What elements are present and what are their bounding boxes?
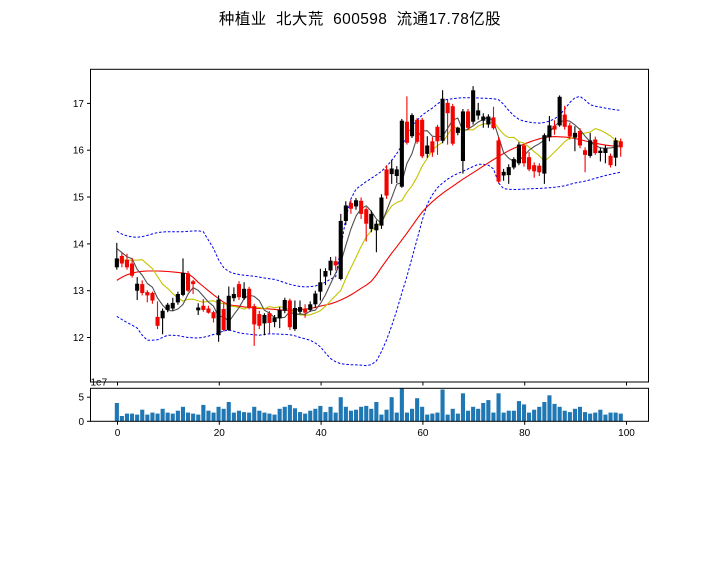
svg-text:0: 0 <box>78 417 84 428</box>
svg-text:100: 100 <box>618 428 635 439</box>
svg-text:1e7: 1e7 <box>91 378 108 389</box>
svg-text:40: 40 <box>316 428 328 439</box>
svg-text:12: 12 <box>73 333 85 344</box>
svg-text:80: 80 <box>519 428 531 439</box>
svg-text:14: 14 <box>73 239 85 250</box>
svg-text:种植业 北大荒 600598 流通17.78亿股: 种植业 北大荒 600598 流通17.78亿股 <box>219 10 501 28</box>
svg-text:15: 15 <box>73 193 85 204</box>
svg-text:60: 60 <box>417 428 429 439</box>
svg-text:20: 20 <box>214 428 226 439</box>
svg-text:16: 16 <box>73 146 85 157</box>
svg-text:0: 0 <box>115 428 121 439</box>
svg-text:13: 13 <box>73 286 85 297</box>
svg-text:5: 5 <box>78 393 84 404</box>
svg-text:17: 17 <box>73 99 85 110</box>
